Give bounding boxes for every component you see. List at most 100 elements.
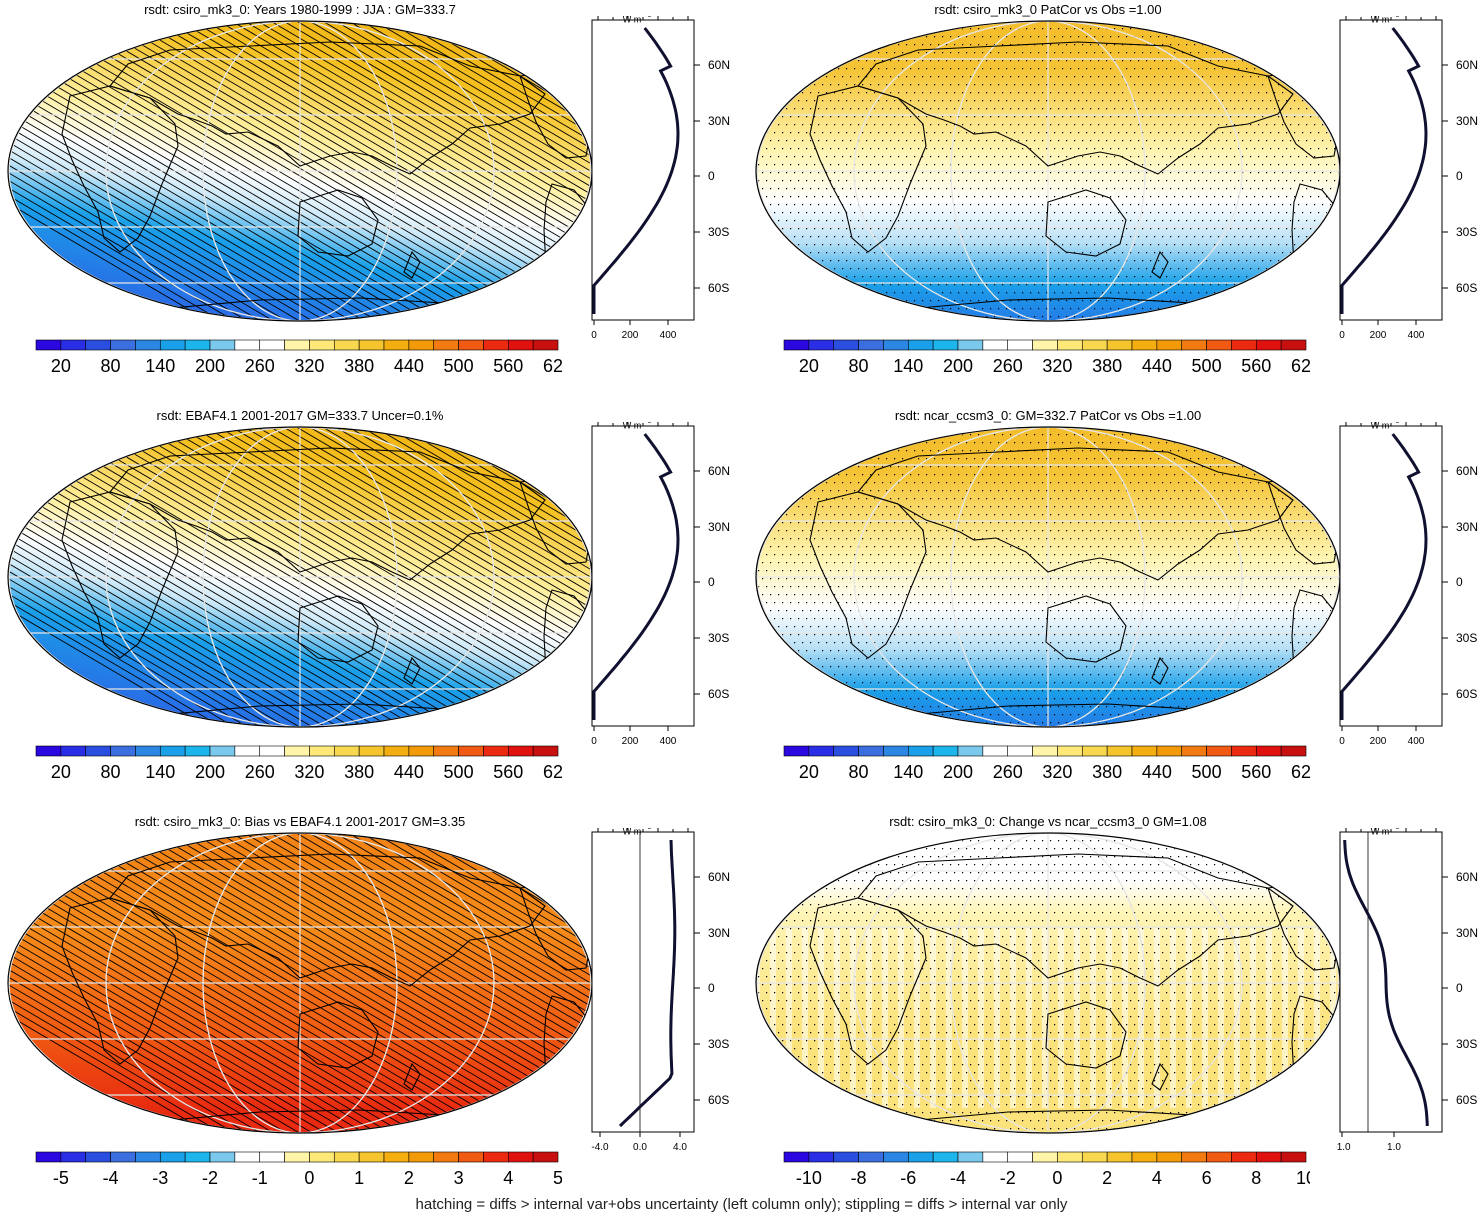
band [834, 928, 840, 1108]
band [1074, 928, 1080, 1108]
colorbar-swatch [957, 1151, 984, 1163]
band [1282, 928, 1288, 1108]
x-tick-label: 4.0 [673, 1142, 687, 1153]
colorbar-swatch [1231, 339, 1257, 351]
coastline [857, 447, 1294, 581]
coastline [297, 189, 379, 257]
colorbar-label: 440 [1142, 762, 1172, 782]
band [1026, 928, 1032, 1108]
colorbar-label: 620 [1291, 762, 1310, 782]
hatch-line [8, 427, 244, 727]
hatch-line [378, 833, 592, 1133]
lat-label: 60S [1456, 281, 1477, 295]
colorbar-swatch [808, 339, 835, 351]
meridian [853, 833, 1243, 1133]
colorbar-label: 140 [893, 762, 923, 782]
panel-2: rsdt: csiro_mk3_0 PatCor vs Obs =1.00 W … [748, 0, 1483, 405]
map-field [8, 21, 592, 321]
colorbar-label: 80 [101, 762, 121, 782]
coastline [857, 41, 1294, 175]
colorbar-label: 5 [553, 1168, 562, 1188]
colorbar-swatch [184, 339, 211, 351]
colorbar-swatch [1156, 339, 1183, 351]
lat-label: 0 [1456, 981, 1463, 995]
colorbar-label: 6 [1202, 1168, 1212, 1188]
graticule [756, 427, 1340, 727]
meridian [853, 427, 1243, 727]
lat-label: 30S [1456, 225, 1477, 239]
colorbar: 20 80 140 200 260 320 380 440 500 560 620 [783, 745, 1310, 782]
colorbar-swatch [1106, 745, 1133, 757]
colorbar-label: -6 [900, 1168, 916, 1188]
colorbar-swatch [483, 745, 509, 757]
colorbar-swatch [209, 745, 236, 757]
band [1298, 928, 1304, 1108]
hatch-line [8, 21, 231, 321]
colorbar-swatch [1206, 339, 1232, 351]
hatch-line [8, 833, 244, 1133]
colorbar-swatch [1106, 339, 1133, 351]
band [946, 928, 952, 1108]
x-tick-label: -4.0 [591, 1142, 609, 1153]
colorbar-swatch [507, 339, 534, 351]
lat-label: 60N [708, 464, 730, 478]
profile-frame [591, 425, 695, 727]
graticule [8, 833, 592, 1133]
colorbar-swatch [408, 339, 435, 351]
meridian [756, 427, 1340, 727]
colorbar: 20 80 140 200 260 320 380 440 500 560 620 [783, 339, 1310, 376]
colorbar-label: -8 [851, 1168, 867, 1188]
colorbar-label: 20 [51, 356, 71, 376]
colorbar-swatch [883, 1151, 909, 1163]
profile-units: W m [623, 422, 642, 430]
band [898, 928, 904, 1108]
colorbar-swatch [383, 745, 410, 757]
colorbar-swatch [1255, 339, 1282, 351]
colorbar-swatch [209, 339, 236, 351]
colorbar-label: 560 [493, 762, 523, 782]
profile-units-exponent: -2 [646, 16, 652, 19]
colorbar-label: 440 [1142, 356, 1172, 376]
meridian [105, 833, 495, 1133]
profile-curve [618, 839, 677, 1128]
meridian [8, 21, 592, 321]
x-tick-label: 200 [1370, 736, 1387, 747]
meridian [853, 21, 1243, 321]
coastline [1151, 656, 1169, 685]
colorbar-swatch [1131, 1151, 1158, 1163]
colorbar-swatch [333, 1151, 360, 1163]
meridian [8, 427, 592, 727]
hatch-line [8, 833, 257, 1133]
map-field [756, 833, 1340, 1133]
colorbar-swatch [1156, 1151, 1183, 1163]
colorbar-label: 320 [294, 762, 324, 782]
colorbar-swatch [982, 339, 1009, 351]
colorbar-swatch [35, 745, 62, 757]
colorbar-label: 320 [294, 356, 324, 376]
band [1186, 928, 1192, 1108]
band [1266, 928, 1272, 1108]
coastline [809, 491, 927, 659]
profile-units: W m [623, 16, 642, 24]
colorbar-label: 200 [195, 762, 225, 782]
colorbar-swatch [833, 1151, 859, 1163]
colorbar-label: 80 [849, 762, 869, 782]
colorbar-label: 500 [1192, 356, 1222, 376]
x-tick-label: 400 [1408, 330, 1425, 341]
colorbar-swatch [1231, 1151, 1257, 1163]
colorbar-label: 620 [543, 762, 562, 782]
map-plot [7, 20, 593, 322]
meridian [950, 21, 1146, 321]
panel-title: rsdt: EBAF4.1 2001-2017 GM=333.7 Uncer=0… [156, 408, 444, 423]
colorbar-swatch [808, 745, 835, 757]
coastline [857, 853, 1294, 987]
panel-1: rsdt: csiro_mk3_0: Years 1980-1999 : JJA… [0, 0, 740, 405]
colorbar-label: 260 [993, 762, 1023, 782]
lat-label: 30N [708, 520, 730, 534]
profile-units-exponent: -2 [1394, 16, 1400, 19]
profile-frame [1339, 19, 1443, 321]
x-tick-label: -1.0 [1336, 1142, 1351, 1153]
hatch-line [8, 427, 270, 727]
colorbar-swatch [532, 339, 559, 351]
colorbar-label: 560 [493, 356, 523, 376]
